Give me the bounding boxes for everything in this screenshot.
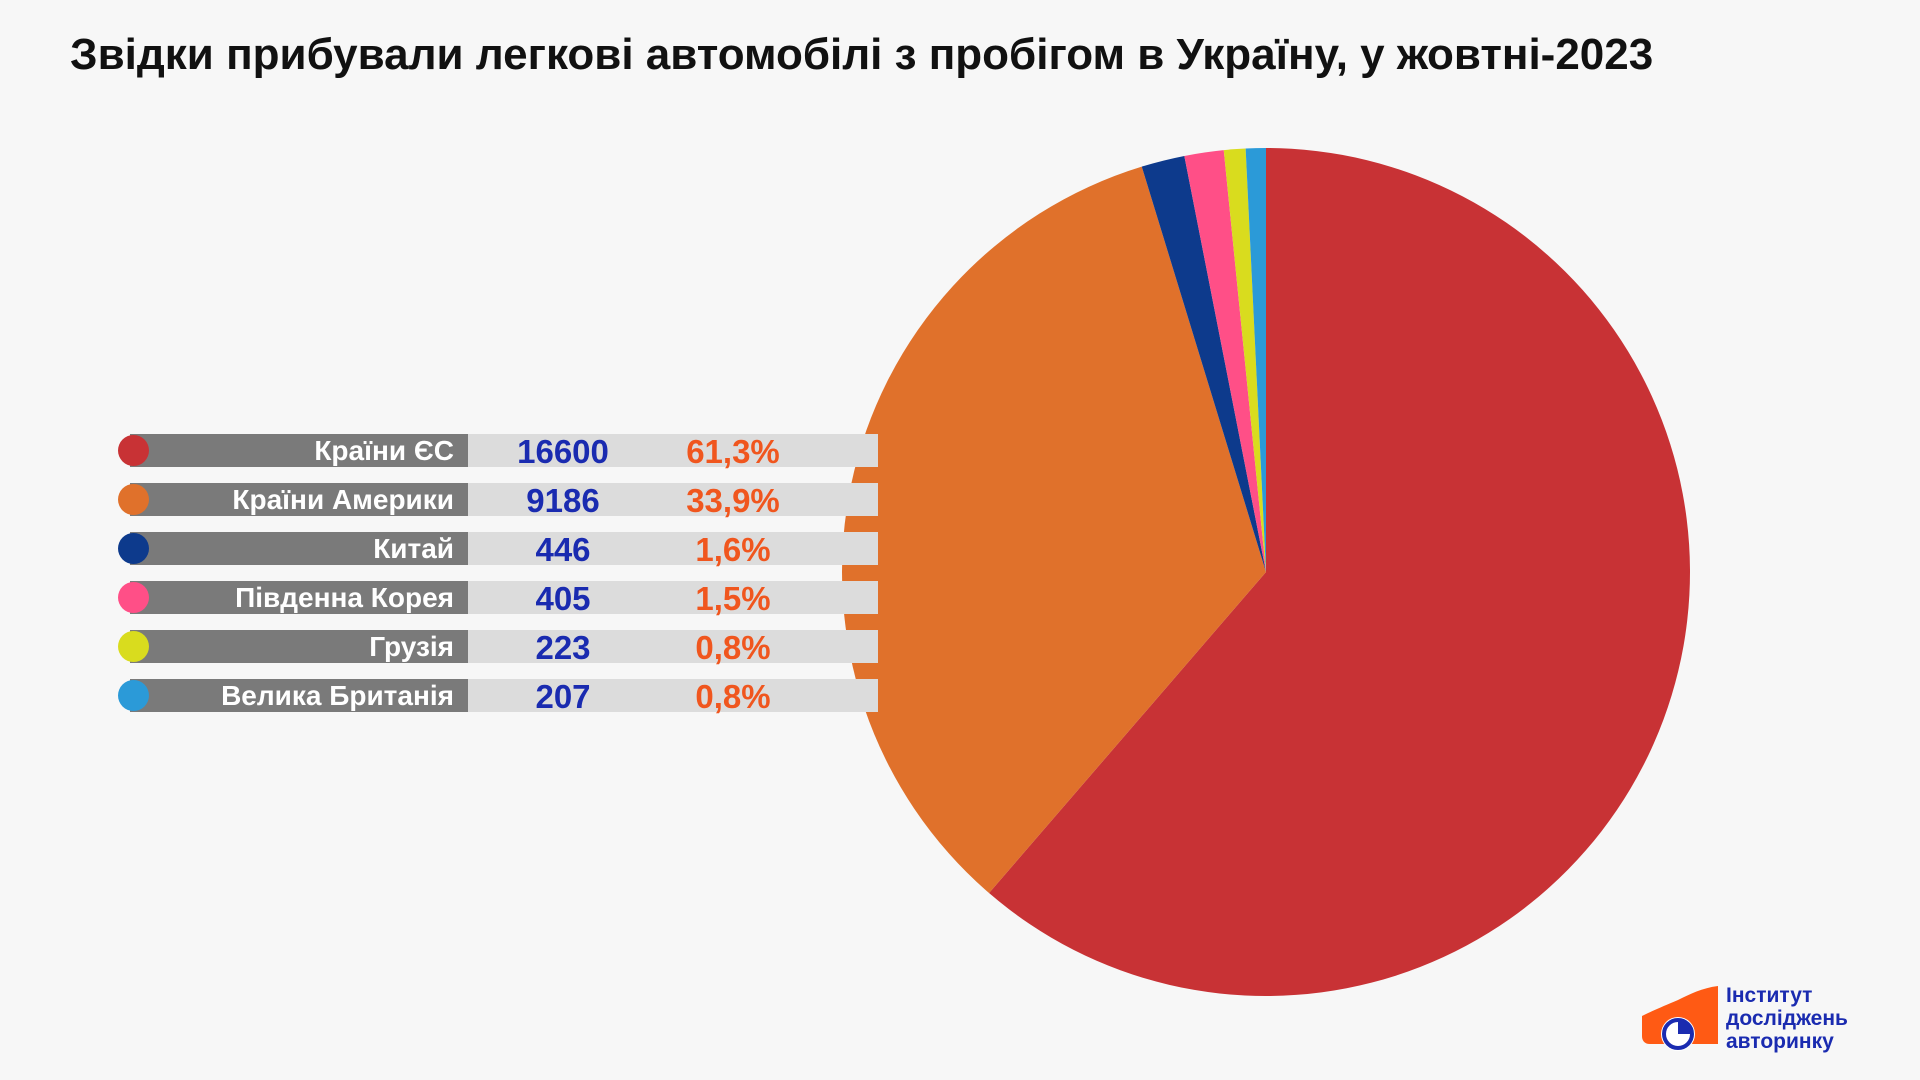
legend-value-label: 446 [535,531,591,568]
pie-slice [842,166,1266,894]
pie-slice [989,148,1691,997]
legend-value-label: 223 [535,629,591,666]
legend-percent-label: 0,8% [695,629,771,666]
legend: Країни ЄС 16600 61,3% Країни Америки 9186 33,… [118,434,878,728]
legend-label-bar [130,679,468,712]
legend-row: Велика Британія 207 0,8% [118,679,878,728]
pie-slices [842,148,1691,997]
legend-value-label: 405 [535,580,591,617]
legend-row: Країни ЄС 16600 61,3% [118,434,878,483]
legend-category-label: Велика Британія [221,680,454,711]
legend-value-label: 9186 [526,482,600,519]
legend-percent-label: 1,6% [695,531,771,568]
legend-percent-label: 33,9% [686,482,780,519]
legend-label-bar [130,532,468,565]
legend-percent-label: 1,5% [695,580,771,617]
legend-row: Грузія 223 0,8% [118,630,878,679]
legend-row: Південна Корея 405 1,5% [118,581,878,630]
legend-value-label: 207 [535,678,591,715]
legend-row: Країни Америки 9186 33,9% [118,483,878,532]
logo-text: Інститут досліджень авторинку [1726,984,1848,1053]
chart-title: Звідки прибували легкові автомобілі з пр… [70,30,1654,79]
legend-swatch [118,484,149,515]
legend-row: Китай 446 1,6% [118,532,878,581]
legend-label-bar [130,630,468,663]
legend-category-label: Китай [373,533,454,564]
legend-category-label: Південна Корея [235,582,454,613]
institute-logo: Інститут досліджень авторинку [1640,982,1880,1054]
legend-percent-label: 0,8% [695,678,771,715]
legend-swatch [118,582,149,613]
legend-percent-label: 61,3% [686,433,780,470]
legend-category-label: Грузія [369,631,454,662]
logo-line-3: авторинку [1726,1030,1834,1053]
legend-label-bar [130,483,468,516]
legend-swatch [118,680,149,711]
pie-slice [1141,155,1266,573]
legend-swatch [118,631,149,662]
car-flag-logo-icon [1642,986,1718,1051]
pie-slice [1223,148,1266,572]
legend-swatch [118,435,149,466]
pie-slice [1245,148,1266,572]
logo-line-1: Інститут [1726,984,1813,1007]
legend-category-label: Країни ЄС [314,435,454,466]
legend-label-bar [130,581,468,614]
legend-value-label: 16600 [517,433,609,470]
legend-category-label: Країни Америки [232,484,454,515]
legend-swatch [118,533,149,564]
pie-slice [1184,150,1266,572]
legend-label-bar [130,434,468,467]
logo-line-2: досліджень [1726,1007,1848,1030]
